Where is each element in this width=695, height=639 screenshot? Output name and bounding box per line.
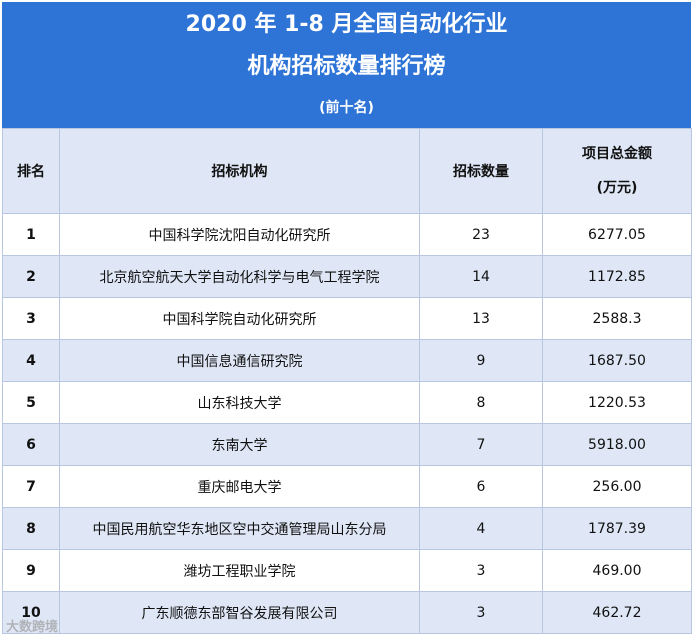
cell-rank: 8 [2,507,60,550]
cell-amount: 462.72 [542,591,692,634]
table-row: 5 山东科技大学 8 1220.53 [2,381,692,424]
cell-org: 中国民用航空华东地区空中交通管理局山东分局 [59,507,420,550]
cell-amount: 1220.53 [542,381,692,424]
cell-org: 中国科学院沈阳自动化研究所 [59,213,420,256]
cell-rank: 6 [2,423,60,466]
cell-amount: 1687.50 [542,339,692,382]
table-row: 8 中国民用航空华东地区空中交通管理局山东分局 4 1787.39 [2,507,692,550]
header-amount-unit: (万元) [596,180,638,196]
cell-rank: 3 [2,297,60,340]
table-header-row: 排名 招标机构 招标数量 项目总金额 (万元) [2,128,692,214]
cell-amount: 5918.00 [542,423,692,466]
cell-org: 北京航空航天大学自动化科学与电气工程学院 [59,255,420,298]
table-row: 4 中国信息通信研究院 9 1687.50 [2,339,692,382]
cell-amount: 2588.3 [542,297,692,340]
cell-rank: 2 [2,255,60,298]
cell-count: 6 [419,465,543,508]
cell-rank: 1 [2,213,60,256]
table-row: 10 广东顺德东部智谷发展有限公司 3 462.72 [2,591,692,634]
cell-count: 3 [419,591,543,634]
cell-count: 9 [419,339,543,382]
subtitle: (前十名) [319,100,374,116]
cell-count: 7 [419,423,543,466]
cell-amount: 1787.39 [542,507,692,550]
cell-amount: 6277.05 [542,213,692,256]
header-amount-label: 项目总金额 [582,146,652,162]
cell-count: 8 [419,381,543,424]
cell-org: 山东科技大学 [59,381,420,424]
cell-count: 4 [419,507,543,550]
cell-org: 中国信息通信研究院 [59,339,420,382]
table-row: 9 潍坊工程职业学院 3 469.00 [2,549,692,592]
cell-rank: 7 [2,465,60,508]
header-amount: 项目总金额 (万元) [542,128,692,214]
cell-count: 14 [419,255,543,298]
table-body: 1 中国科学院沈阳自动化研究所 23 6277.05 2 北京航空航天大学自动化科学与电气… [2,213,692,634]
cell-rank: 5 [2,381,60,424]
title-banner: 2020 年 1-8 月全国自动化行业 机构招标数量排行榜 (前十名) [2,2,691,128]
cell-count: 23 [419,213,543,256]
title-line-1: 2020 年 1-8 月全国自动化行业 [185,12,508,37]
cell-org: 广东顺德东部智谷发展有限公司 [59,591,420,634]
table-row: 1 中国科学院沈阳自动化研究所 23 6277.05 [2,213,692,256]
cell-amount: 1172.85 [542,255,692,298]
cell-amount: 469.00 [542,549,692,592]
header-rank: 排名 [2,128,60,214]
ranking-table: 排名 招标机构 招标数量 项目总金额 (万元) 1 中国科学院沈阳自动化研究所 23… [2,128,692,634]
table-row: 6 东南大学 7 5918.00 [2,423,692,466]
cell-rank: 4 [2,339,60,382]
cell-rank: 9 [2,549,60,592]
table-row: 3 中国科学院自动化研究所 13 2588.3 [2,297,692,340]
cell-org: 中国科学院自动化研究所 [59,297,420,340]
watermark: 大数跨境 [6,620,59,635]
cell-count: 13 [419,297,543,340]
title-line-2: 机构招标数量排行榜 [247,54,446,79]
cell-count: 3 [419,549,543,592]
table-row: 7 重庆邮电大学 6 256.00 [2,465,692,508]
cell-org: 重庆邮电大学 [59,465,420,508]
table-row: 2 北京航空航天大学自动化科学与电气工程学院 14 1172.85 [2,255,692,298]
cell-amount: 256.00 [542,465,692,508]
cell-org: 潍坊工程职业学院 [59,549,420,592]
header-count: 招标数量 [419,128,543,214]
cell-rank: 10 [2,591,60,634]
header-org: 招标机构 [59,128,420,214]
cell-org: 东南大学 [59,423,420,466]
